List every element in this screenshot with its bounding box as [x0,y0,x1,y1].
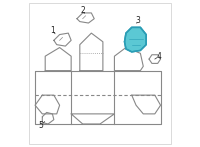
Polygon shape [125,27,146,52]
Text: 1: 1 [50,26,55,35]
Text: 5: 5 [38,121,43,130]
Text: 2: 2 [80,6,85,15]
Text: 3: 3 [135,16,140,25]
Text: 4: 4 [157,52,162,61]
